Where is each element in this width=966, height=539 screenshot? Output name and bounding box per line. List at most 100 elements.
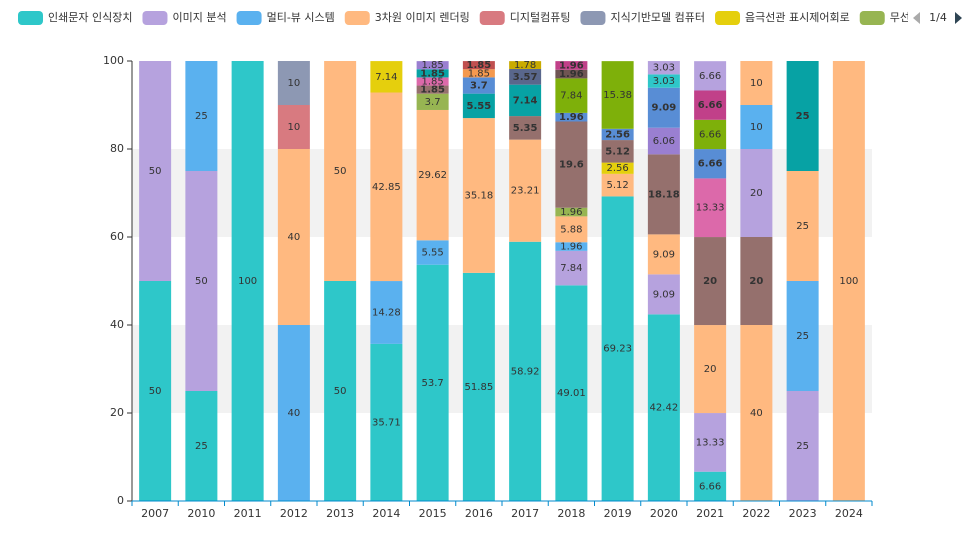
legend-label[interactable]: 멀티-뷰 시스템 [267,11,335,24]
bar-segment [694,237,727,326]
bar-label: 6.66 [698,159,723,170]
bar-segment [740,149,773,237]
bar-label: 1.96 [559,69,584,80]
bar-label: 7.84 [560,91,582,102]
bar-segment [509,84,542,117]
legend-label[interactable]: 인쇄문자 인식장치 [48,11,132,24]
bar-label: 9.09 [653,249,675,260]
bar-segment [694,61,727,91]
y-tick-label: 100 [103,54,124,67]
bars-layer: 50 50 25 50 25 100 40 40 10 10 50 50 35.71 14.28 42.85… [139,60,865,501]
bar-label: 50 [149,386,162,397]
bar-segment [324,281,357,501]
bar-label: 19.6 [559,160,584,171]
bar-label: 1.96 [560,242,582,253]
x-tick-label: 2011 [234,507,262,520]
legend-icon [479,11,505,25]
bar-label: 50 [195,276,208,287]
bar-segment [694,149,727,179]
bar-label: 6.66 [699,481,721,492]
bar-segment [139,61,172,281]
bar-segment [601,140,634,163]
bar-segment [555,78,588,113]
bar-label: 9.09 [653,289,675,300]
bar-label: 6.66 [698,100,723,111]
legend-label[interactable]: 무선통신 네트워크 서비스 [890,11,966,24]
y-tick-label: 0 [117,494,124,507]
legend-icon [344,11,370,25]
bar-segment [416,85,449,94]
legend-next[interactable] [955,12,962,24]
bar-label: 7.84 [560,263,582,274]
bar-segment [647,314,680,501]
bar-label: 23.21 [511,186,540,197]
bar-segment [416,264,449,501]
bar-label: 9.09 [652,103,677,114]
bar-label: 14.28 [372,307,401,318]
bar-label: 1.85 [420,68,445,79]
bar-label: 25 [796,221,809,232]
legend-label[interactable]: 이미지 분석 [172,11,226,24]
bar-segment [647,74,680,88]
bar-label: 10 [750,122,763,133]
bar-label: 1.96 [559,60,584,71]
bar-segment [509,116,542,140]
x-tick-label: 2022 [742,507,770,520]
bar-label: 51.85 [465,382,494,393]
bar-segment [647,61,680,75]
legend-prev[interactable] [913,12,920,24]
bar-label: 7.14 [375,72,397,83]
bar-segment [786,61,819,171]
bar-label: 3.7 [470,81,488,92]
bar-segment [416,61,449,70]
bar-label: 10 [750,78,763,89]
bar-segment [185,171,218,391]
legend-icon [715,11,741,25]
bar-label: 2.56 [605,129,630,140]
x-tick-label: 2012 [280,507,308,520]
bar-label: 1.96 [560,207,582,218]
bar-label: 42.42 [650,403,679,414]
bar-label: 100 [238,276,257,287]
bar-label: 6.66 [699,71,721,82]
bar-segment [277,149,310,325]
bar-label: 1.85 [467,60,492,71]
bar-label: 18.18 [648,189,680,200]
bar-segment [647,127,680,155]
bar-label: 35.71 [372,417,401,428]
legend-label[interactable]: 지식기반모델 컴퓨터 [610,11,705,24]
legend: 인쇄문자 인식장치 이미지 분석 멀티-뷰 시스템 3차원 이미지 렌더링 디지털컴퓨팅… [18,11,966,25]
x-tick-label: 2020 [650,507,678,520]
bar-segment [740,105,773,149]
legend-label[interactable]: 음극선관 표시제어회로 [745,11,850,24]
bar-segment [555,207,588,217]
x-tick-label: 2017 [511,507,539,520]
bar-label: 3.57 [513,72,538,83]
bar-segment [462,118,495,273]
bar-segment [370,343,403,501]
bar-label: 13.33 [696,203,725,214]
bar-segment [462,77,495,94]
bar-label: 1.96 [559,112,584,123]
bar-label: 5.88 [560,224,582,235]
bar-label: 3.03 [653,63,675,74]
bar-label: 15.38 [603,90,632,101]
legend-nav: 1/4 [913,11,962,24]
bar-segment [462,93,495,119]
x-tick-label: 2016 [465,507,493,520]
x-tick-label: 2018 [557,507,585,520]
x-tick-label: 2023 [789,507,817,520]
bar-label: 53.7 [421,378,443,389]
bar-label: 35.18 [465,190,494,201]
bar-segment [277,61,310,105]
bar-segment [694,413,727,472]
bar-segment [416,240,449,265]
legend-label[interactable]: 3차원 이미지 렌더링 [375,11,470,24]
bar-segment [370,92,403,282]
bar-label: 1.78 [514,60,536,71]
legend-icon [142,11,168,25]
legend-label[interactable]: 디지털컴퓨팅 [510,11,571,24]
bar-label: 20 [749,276,763,287]
bar-label: 50 [334,386,347,397]
